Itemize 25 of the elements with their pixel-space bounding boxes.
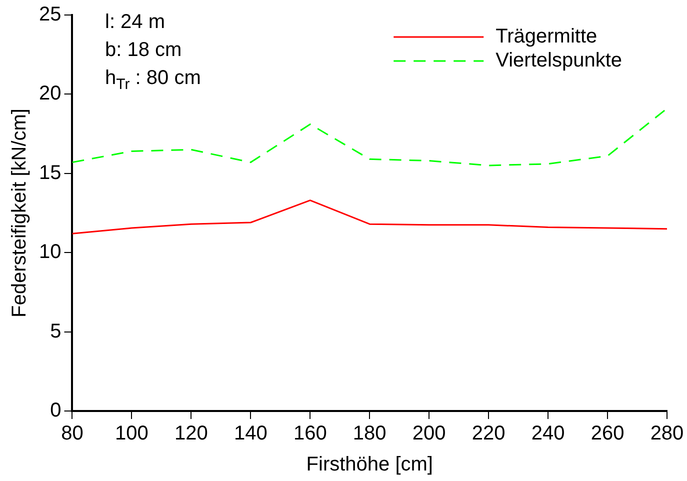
x-axis-title: Firsthöhe [cm] (306, 454, 433, 476)
x-tick-label: 220 (472, 422, 506, 445)
x-tick-label: 200 (412, 422, 446, 445)
x-tick-label: 100 (115, 422, 148, 445)
legend-label: Trägermitte (496, 26, 598, 48)
y-tick-label: 20 (38, 82, 62, 105)
x-tick-label: 180 (352, 422, 386, 445)
x-tick-label: 140 (234, 422, 268, 445)
annotation: b: 18 cm (105, 38, 183, 63)
x-tick-label: 120 (174, 422, 208, 445)
x-tick-label: 260 (590, 422, 624, 445)
x-tick-label: 160 (293, 422, 327, 445)
y-tick-label: 25 (38, 4, 62, 26)
y-tick-label: 0 (50, 400, 62, 422)
annotation: l: 24 m (105, 10, 166, 35)
y-tick-label: 15 (38, 162, 62, 184)
x-tick-label: 280 (650, 422, 684, 445)
annotation: h$_{Tr}$ : 80 cm (105, 66, 201, 93)
x-tick-label: 80 (61, 422, 84, 445)
y-tick-label: 5 (50, 320, 62, 342)
legend-label: Viertelspunkte (496, 50, 622, 72)
y-axis-title: Federsteifigkeit [kN/cm] (8, 108, 31, 318)
line-series (72, 108, 667, 166)
y-tick-label: 10 (38, 241, 62, 264)
x-tick-label: 240 (531, 422, 565, 445)
